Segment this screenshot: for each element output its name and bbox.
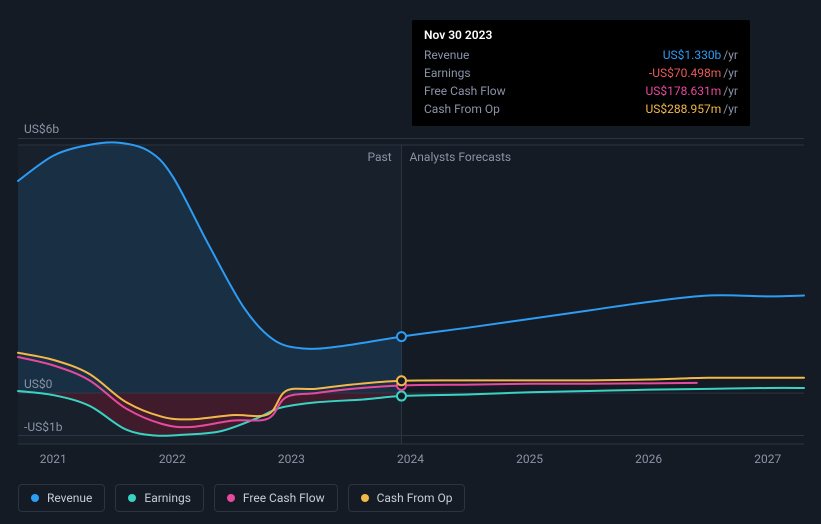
y-tick-label: -US$1b xyxy=(24,420,62,434)
x-tick-label: 2026 xyxy=(635,452,662,466)
legend-label: Earnings xyxy=(144,491,191,505)
tooltip-metric-value: -US$70.498m/yr xyxy=(649,64,738,82)
legend-item-cfo[interactable]: Cash From Op xyxy=(348,484,466,512)
legend-dot-icon xyxy=(128,494,136,502)
y-tick-label: US$6b xyxy=(24,122,59,136)
legend-dot-icon xyxy=(361,494,369,502)
tooltip-metric-label: Free Cash Flow xyxy=(424,82,506,100)
tooltip-metric-value: US$1.330b/yr xyxy=(663,46,738,64)
tooltip-metric-label: Revenue xyxy=(424,46,469,64)
hover-tooltip: Nov 30 2023 Revenue US$1.330b/yr Earnings -… xyxy=(412,20,750,126)
tooltip-metric-label: Earnings xyxy=(424,64,471,82)
tooltip-metric-value: US$288.957m/yr xyxy=(645,100,738,118)
tooltip-metric-value: US$178.631m/yr xyxy=(645,82,738,100)
financial-forecast-chart: US$6b US$0 -US$1b 2021 2022 2023 2024 2025 2026… xyxy=(0,0,821,524)
y-tick-label: US$0 xyxy=(24,377,52,391)
x-tick-label: 2025 xyxy=(516,452,543,466)
x-tick-label: 2022 xyxy=(159,452,186,466)
legend-label: Revenue xyxy=(47,491,92,505)
tooltip-row: Earnings -US$70.498m/yr xyxy=(424,64,738,82)
legend-label: Cash From Op xyxy=(377,491,453,505)
tooltip-date: Nov 30 2023 xyxy=(424,28,738,42)
legend: Revenue Earnings Free Cash Flow Cash From O… xyxy=(18,484,465,512)
tooltip-metric-label: Cash From Op xyxy=(424,100,500,118)
x-tick-label: 2023 xyxy=(278,452,305,466)
legend-item-fcf[interactable]: Free Cash Flow xyxy=(214,484,338,512)
tooltip-row: Free Cash Flow US$178.631m/yr xyxy=(424,82,738,100)
legend-label: Free Cash Flow xyxy=(243,491,325,505)
x-tick-label: 2024 xyxy=(397,452,424,466)
tooltip-row: Revenue US$1.330b/yr xyxy=(424,46,738,64)
past-section-label: Past xyxy=(367,150,391,164)
forecast-section-label: Analysts Forecasts xyxy=(409,150,511,164)
tooltip-row: Cash From Op US$288.957m/yr xyxy=(424,100,738,118)
x-tick-label: 2027 xyxy=(754,452,781,466)
x-tick-label: 2021 xyxy=(40,452,67,466)
legend-dot-icon xyxy=(31,494,39,502)
legend-item-revenue[interactable]: Revenue xyxy=(18,484,105,512)
legend-dot-icon xyxy=(227,494,235,502)
legend-item-earnings[interactable]: Earnings xyxy=(115,484,204,512)
